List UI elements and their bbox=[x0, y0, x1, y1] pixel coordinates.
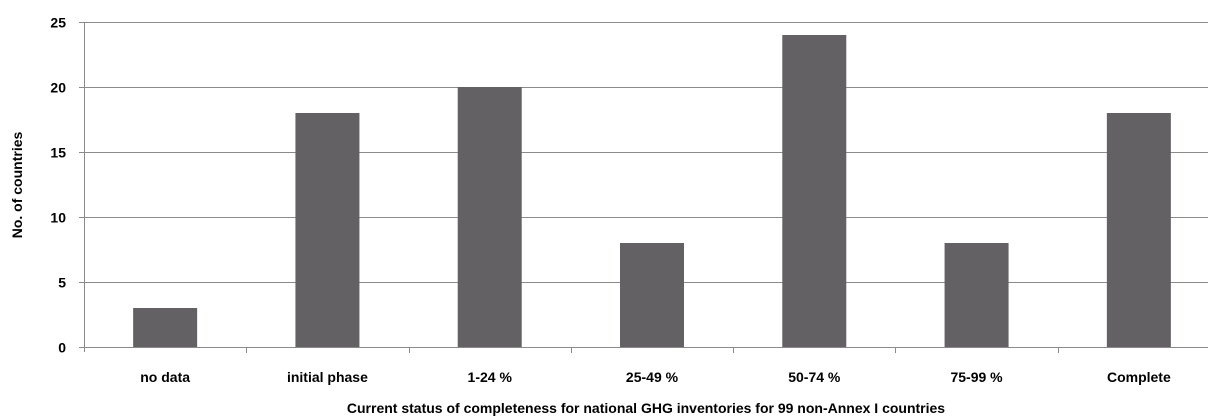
x-tick-label: no data bbox=[140, 369, 190, 385]
gridlines bbox=[84, 22, 1208, 283]
x-tick-label: Complete bbox=[1107, 369, 1171, 385]
y-tick-label: 20 bbox=[50, 80, 66, 96]
axes bbox=[79, 22, 1208, 353]
x-tick-label: initial phase bbox=[287, 369, 368, 385]
y-axis-title: No. of countries bbox=[9, 132, 25, 239]
bar bbox=[944, 243, 1009, 347]
y-tick-label: 10 bbox=[50, 210, 66, 226]
x-tick-label: 25-49 % bbox=[626, 369, 679, 385]
x-axis-title: Current status of completeness for natio… bbox=[347, 400, 945, 416]
bars bbox=[133, 35, 1171, 347]
y-tick-label: 0 bbox=[58, 340, 66, 356]
bar bbox=[133, 308, 198, 347]
bar bbox=[295, 113, 360, 347]
bar bbox=[620, 243, 684, 347]
x-tick-label: 1-24 % bbox=[468, 369, 513, 385]
y-tick-label: 25 bbox=[50, 15, 66, 31]
x-tick-labels: no data initial phase 1-24 % 25-49 % 50-74 %… bbox=[140, 369, 1171, 385]
y-tick-labels: 0 5 10 15 20 25 bbox=[50, 15, 66, 356]
y-tick-label: 5 bbox=[58, 275, 66, 291]
x-tick-label: 50-74 % bbox=[788, 369, 841, 385]
bar bbox=[1106, 113, 1171, 347]
y-tick-label: 15 bbox=[50, 145, 66, 161]
x-tick-label: 75-99 % bbox=[950, 369, 1003, 385]
bar bbox=[782, 35, 847, 347]
bar bbox=[457, 87, 522, 347]
